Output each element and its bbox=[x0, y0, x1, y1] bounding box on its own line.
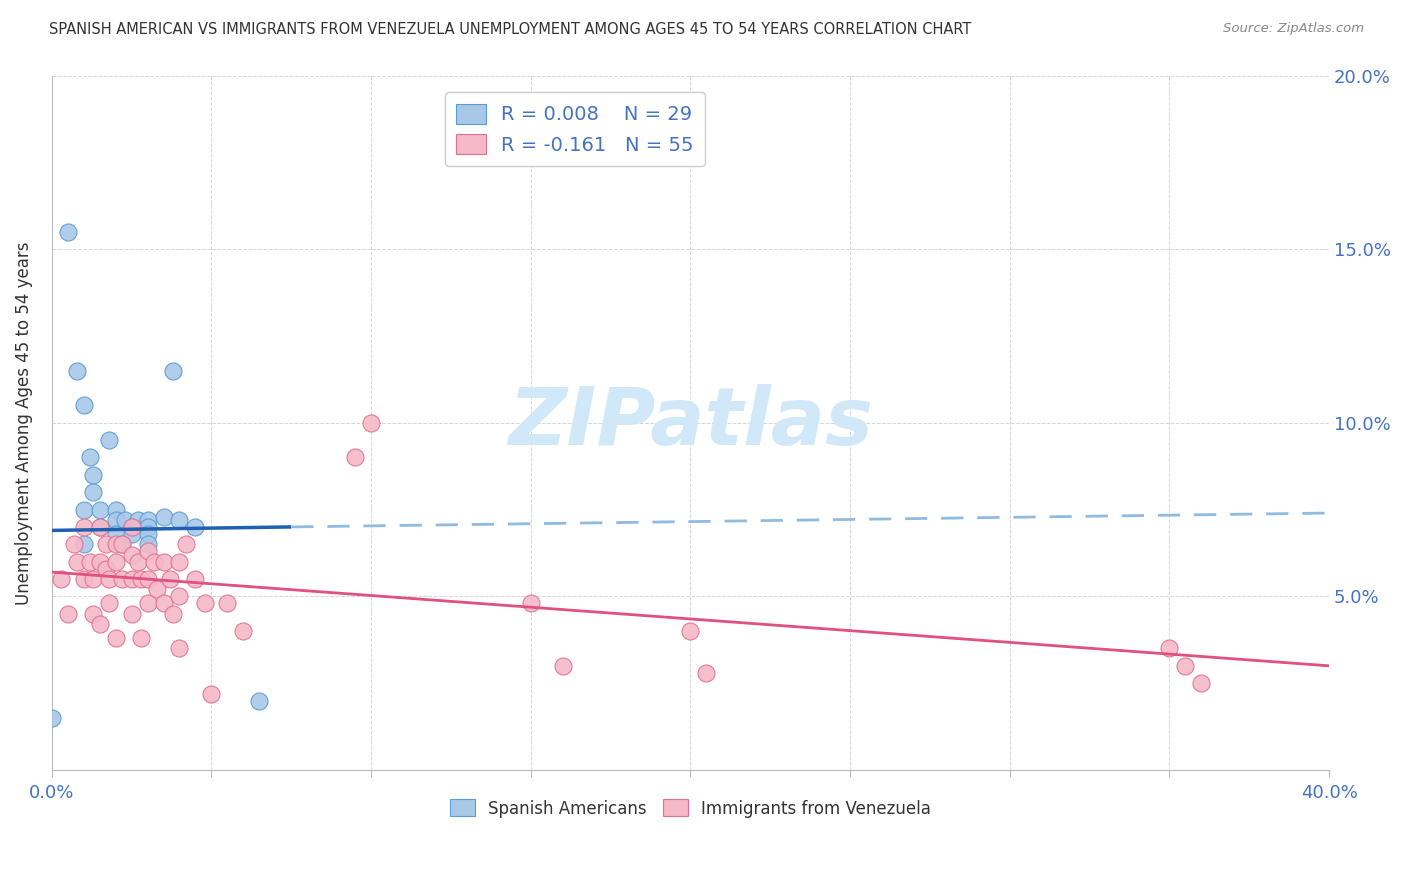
Point bbox=[121, 572, 143, 586]
Point bbox=[56, 607, 79, 621]
Text: SPANISH AMERICAN VS IMMIGRANTS FROM VENEZUELA UNEMPLOYMENT AMONG AGES 45 TO 54 Y: SPANISH AMERICAN VS IMMIGRANTS FROM VENE… bbox=[49, 22, 972, 37]
Point bbox=[232, 624, 254, 639]
Point bbox=[1189, 676, 1212, 690]
Point bbox=[169, 513, 191, 527]
Point bbox=[82, 607, 104, 621]
Point bbox=[217, 596, 239, 610]
Text: Source: ZipAtlas.com: Source: ZipAtlas.com bbox=[1223, 22, 1364, 36]
Point bbox=[104, 631, 127, 645]
Point bbox=[174, 537, 197, 551]
Point bbox=[66, 364, 89, 378]
Point bbox=[114, 513, 136, 527]
Point bbox=[360, 416, 382, 430]
Point bbox=[152, 509, 174, 524]
Point bbox=[66, 555, 89, 569]
Point bbox=[104, 555, 127, 569]
Point bbox=[121, 527, 143, 541]
Point bbox=[121, 520, 143, 534]
Point bbox=[162, 364, 184, 378]
Point bbox=[56, 225, 79, 239]
Point bbox=[520, 596, 543, 610]
Point bbox=[51, 572, 73, 586]
Point bbox=[89, 502, 111, 516]
Point bbox=[121, 607, 143, 621]
Point bbox=[98, 572, 121, 586]
Point bbox=[73, 537, 96, 551]
Point bbox=[679, 624, 702, 639]
Point bbox=[121, 520, 143, 534]
Point bbox=[152, 596, 174, 610]
Point bbox=[146, 582, 169, 597]
Text: ZIPatlas: ZIPatlas bbox=[508, 384, 873, 462]
Point bbox=[82, 467, 104, 482]
Point bbox=[200, 687, 222, 701]
Point bbox=[184, 520, 207, 534]
Point bbox=[136, 520, 159, 534]
Point bbox=[169, 555, 191, 569]
Point bbox=[162, 607, 184, 621]
Point bbox=[136, 537, 159, 551]
Y-axis label: Unemployment Among Ages 45 to 54 years: Unemployment Among Ages 45 to 54 years bbox=[15, 241, 32, 605]
Point bbox=[129, 572, 152, 586]
Point bbox=[152, 555, 174, 569]
Point bbox=[127, 555, 149, 569]
Point bbox=[104, 527, 127, 541]
Point bbox=[104, 537, 127, 551]
Point bbox=[94, 561, 117, 575]
Point bbox=[142, 555, 165, 569]
Point bbox=[194, 596, 217, 610]
Point bbox=[111, 537, 134, 551]
Point bbox=[63, 537, 86, 551]
Point bbox=[1174, 658, 1197, 673]
Point bbox=[184, 572, 207, 586]
Point bbox=[159, 572, 181, 586]
Point bbox=[41, 711, 63, 725]
Point bbox=[98, 596, 121, 610]
Point bbox=[169, 590, 191, 604]
Point bbox=[104, 513, 127, 527]
Point bbox=[82, 485, 104, 500]
Point bbox=[82, 572, 104, 586]
Point bbox=[695, 665, 717, 680]
Point bbox=[73, 502, 96, 516]
Point bbox=[79, 555, 101, 569]
Point bbox=[129, 631, 152, 645]
Point bbox=[136, 596, 159, 610]
Point bbox=[111, 537, 134, 551]
Point bbox=[136, 544, 159, 558]
Point bbox=[136, 527, 159, 541]
Point bbox=[89, 520, 111, 534]
Point bbox=[551, 658, 574, 673]
Point bbox=[136, 513, 159, 527]
Point bbox=[344, 450, 367, 465]
Point bbox=[98, 433, 121, 447]
Point bbox=[73, 398, 96, 412]
Point bbox=[127, 513, 149, 527]
Point bbox=[79, 450, 101, 465]
Point bbox=[89, 555, 111, 569]
Point bbox=[247, 693, 270, 707]
Point bbox=[94, 537, 117, 551]
Point bbox=[1159, 641, 1181, 656]
Legend: Spanish Americans, Immigrants from Venezuela: Spanish Americans, Immigrants from Venez… bbox=[443, 793, 938, 824]
Point bbox=[89, 520, 111, 534]
Point bbox=[73, 572, 96, 586]
Point bbox=[104, 502, 127, 516]
Point bbox=[121, 548, 143, 562]
Point bbox=[111, 572, 134, 586]
Point bbox=[136, 572, 159, 586]
Point bbox=[73, 520, 96, 534]
Point bbox=[89, 617, 111, 632]
Point bbox=[169, 641, 191, 656]
